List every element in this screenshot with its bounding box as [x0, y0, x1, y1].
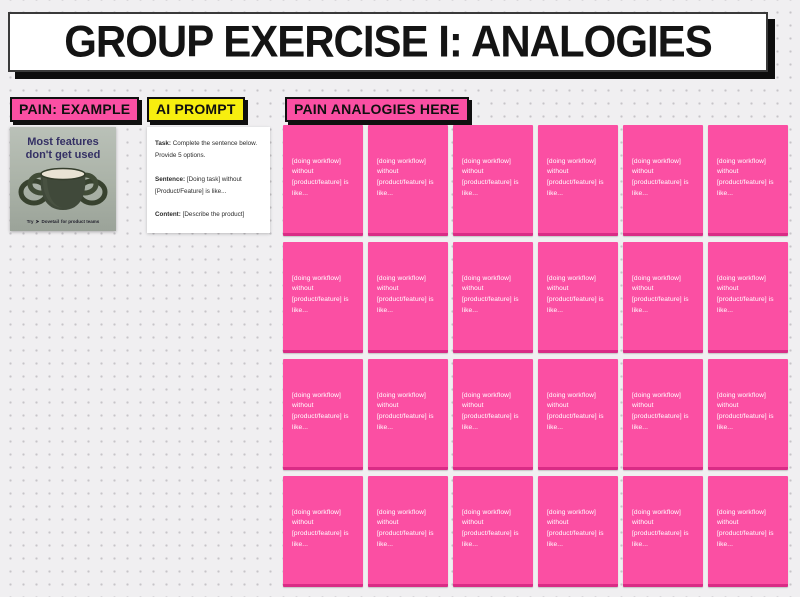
sticky-note-text: [doing workflow] without [product/feature… [377, 157, 434, 197]
sticky-note-text: [doing workflow] without [product/feature… [547, 274, 604, 314]
sticky-note[interactable]: [doing workflow] without [product/feature… [708, 242, 788, 353]
sticky-note[interactable]: [doing workflow] without [product/feature… [623, 359, 703, 470]
title-banner[interactable]: GROUP EXERCISE I: ANALOGIES [8, 12, 768, 72]
sticky-note[interactable]: [doing workflow] without [product/feature… [368, 476, 448, 587]
sticky-note[interactable]: [doing workflow] without [product/feature… [283, 242, 363, 353]
sticky-note-text: [doing workflow] without [product/feature… [717, 274, 774, 314]
sticky-note-text: [doing workflow] without [product/feature… [462, 157, 519, 197]
label-pain-example[interactable]: PAIN: EXAMPLE [10, 97, 140, 122]
label-pain-analogies[interactable]: PAIN ANALOGIES HERE [285, 97, 469, 122]
sticky-note[interactable]: [doing workflow] without [product/feature… [538, 476, 618, 587]
sticky-note-text: [doing workflow] without [product/feature… [462, 391, 519, 431]
sticky-note-text: [doing workflow] without [product/feature… [292, 508, 349, 548]
sticky-note-text: [doing workflow] without [product/feature… [632, 391, 689, 431]
footer-suffix: for product teams [61, 219, 100, 224]
prompt-section: Sentence: [Doing task] without [Product/F… [155, 174, 263, 199]
sticky-note[interactable]: [doing workflow] without [product/feature… [708, 359, 788, 470]
sticky-note-text: [doing workflow] without [product/feature… [547, 508, 604, 548]
sticky-note[interactable]: [doing workflow] without [product/feature… [283, 125, 363, 236]
sticky-note-text: [doing workflow] without [product/feature… [717, 391, 774, 431]
label-ai-prompt[interactable]: AI PROMPT [147, 97, 245, 122]
dovetail-logo-icon [35, 219, 40, 224]
sticky-note[interactable]: [doing workflow] without [product/feature… [368, 125, 448, 236]
prompt-line: Provide 5 options. [155, 152, 206, 160]
sticky-note-text: [doing workflow] without [product/feature… [462, 274, 519, 314]
sticky-note[interactable]: [doing workflow] without [product/feature… [538, 125, 618, 236]
footer-try: Try [26, 219, 34, 224]
sticky-note[interactable]: [doing workflow] without [product/feature… [453, 359, 533, 470]
prompt-line: Sentence: [Doing task] without [155, 175, 242, 183]
prompt-line: Content: [Describe the product] [155, 211, 245, 219]
sticky-note[interactable]: [doing workflow] without [product/feature… [623, 476, 703, 587]
example-footer: Try Dovetail for product teams [10, 219, 116, 224]
sticky-note[interactable]: [doing workflow] without [product/feature… [368, 242, 448, 353]
sticky-note-text: [doing workflow] without [product/feature… [462, 508, 519, 548]
sticky-note[interactable]: [doing workflow] without [product/feature… [623, 242, 703, 353]
prompt-line: Task: Complete the sentence below. [155, 140, 258, 147]
mug-icon [18, 167, 108, 211]
sticky-note-text: [doing workflow] without [product/feature… [377, 508, 434, 548]
sticky-note[interactable]: [doing workflow] without [product/feature… [368, 359, 448, 470]
sticky-note[interactable]: [doing workflow] without [product/feature… [453, 476, 533, 587]
sticky-note-text: [doing workflow] without [product/feature… [292, 274, 349, 314]
sticky-note[interactable]: [doing workflow] without [product/feature… [538, 242, 618, 353]
sticky-note-text: [doing workflow] without [product/feature… [547, 391, 604, 431]
sticky-note-text: [doing workflow] without [product/feature… [632, 508, 689, 548]
footer-brand: Dovetail [41, 219, 59, 224]
sticky-note-text: [doing workflow] without [product/feature… [717, 508, 774, 548]
sticky-notes-grid: [doing workflow] without [product/feature… [283, 125, 788, 587]
page-title: GROUP EXERCISE I: ANALOGIES [64, 16, 712, 67]
sticky-note[interactable]: [doing workflow] without [product/feature… [708, 125, 788, 236]
sticky-note[interactable]: [doing workflow] without [product/feature… [453, 125, 533, 236]
sticky-note[interactable]: [doing workflow] without [product/feature… [708, 476, 788, 587]
sticky-note-text: [doing workflow] without [product/feature… [547, 157, 604, 197]
prompt-section: Content: [Describe the product] [155, 209, 263, 221]
sticky-note[interactable]: [doing workflow] without [product/feature… [283, 359, 363, 470]
sticky-note[interactable]: [doing workflow] without [product/feature… [453, 242, 533, 353]
sticky-note-text: [doing workflow] without [product/feature… [632, 157, 689, 197]
sticky-note-text: [doing workflow] without [product/feature… [292, 157, 349, 197]
sticky-note[interactable]: [doing workflow] without [product/feature… [623, 125, 703, 236]
ai-prompt-card[interactable]: Task: Complete the sentence below. Provid… [147, 127, 270, 233]
sticky-note[interactable]: [doing workflow] without [product/feature… [538, 359, 618, 470]
pain-example-image[interactable]: Most features don't get used Try Dovetai… [10, 127, 116, 231]
sticky-note[interactable]: [doing workflow] without [product/feature… [283, 476, 363, 587]
sticky-note-text: [doing workflow] without [product/feature… [717, 157, 774, 197]
sticky-note-text: [doing workflow] without [product/feature… [632, 274, 689, 314]
sticky-note-text: [doing workflow] without [product/feature… [377, 391, 434, 431]
sticky-note-text: [doing workflow] without [product/feature… [292, 391, 349, 431]
prompt-line: [Product/Feature] is like... [155, 187, 227, 195]
example-headline: Most features don't get used [25, 136, 101, 161]
prompt-section: Task: Complete the sentence below. Provid… [155, 138, 263, 163]
sticky-note-text: [doing workflow] without [product/feature… [377, 274, 434, 314]
